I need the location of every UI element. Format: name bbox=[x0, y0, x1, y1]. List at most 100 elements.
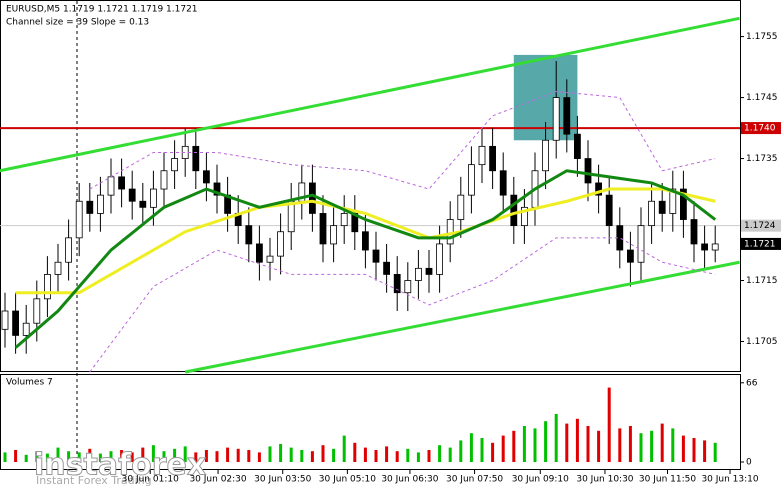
volume-bar bbox=[427, 450, 431, 462]
volume-bar bbox=[575, 418, 579, 462]
candle-body bbox=[97, 194, 104, 214]
candle-body bbox=[319, 213, 327, 245]
volume-bar bbox=[204, 450, 208, 462]
y-tick-label: 1.1735 bbox=[746, 154, 778, 164]
volume-bar bbox=[310, 451, 314, 462]
candle-body bbox=[595, 182, 602, 196]
volume-bar bbox=[681, 435, 685, 462]
x-tick-label: 30 Jun 13:10 bbox=[701, 475, 758, 485]
indicator-line bbox=[15, 187, 716, 295]
x-tick-label: 30 Jun 01:10 bbox=[122, 475, 179, 485]
volume-bar bbox=[3, 452, 7, 462]
volume-bar bbox=[565, 423, 569, 462]
level-badge bbox=[741, 219, 781, 232]
volume-bar bbox=[247, 450, 251, 462]
plot-layer bbox=[0, 16, 740, 462]
volume-bar bbox=[151, 445, 155, 462]
x-tick-label: 30 Jun 03:50 bbox=[254, 475, 311, 485]
volume-bar bbox=[660, 423, 664, 462]
x-tick-label: 30 Jun 10:30 bbox=[576, 475, 633, 485]
candle-body bbox=[44, 274, 51, 300]
candle-body bbox=[22, 322, 30, 336]
level-label: 1.1724 bbox=[744, 221, 776, 231]
volume-bar bbox=[77, 452, 81, 462]
volume-bar bbox=[332, 448, 336, 462]
volume-frame bbox=[0, 374, 741, 470]
candle-body bbox=[393, 274, 401, 294]
volume-bar bbox=[469, 433, 473, 462]
volume-bar bbox=[639, 433, 643, 462]
volume-bar bbox=[607, 387, 611, 462]
candle-body bbox=[255, 243, 263, 263]
y-tick-label: 1.1755 bbox=[746, 32, 778, 42]
candle-body bbox=[499, 170, 507, 196]
x-tick-label: 30 Jun 09:10 bbox=[512, 475, 569, 485]
volume-bar bbox=[628, 426, 632, 462]
candle-body bbox=[489, 145, 497, 172]
indicator-line bbox=[0, 16, 740, 173]
candle-body bbox=[436, 243, 444, 275]
volume-bar bbox=[88, 448, 92, 462]
candle-body bbox=[202, 170, 210, 184]
candle-body bbox=[287, 200, 295, 233]
volume-bar bbox=[480, 438, 484, 462]
indicator-line bbox=[89, 237, 716, 373]
volume-bar bbox=[406, 448, 410, 462]
volume-bar bbox=[289, 447, 293, 462]
candle-body bbox=[330, 225, 338, 245]
y-tick-label: 1.1745 bbox=[746, 93, 778, 103]
volume-bar bbox=[120, 450, 124, 462]
volume-bar bbox=[713, 442, 717, 462]
level-label: 1.1721 bbox=[744, 239, 776, 249]
candle-body bbox=[711, 243, 719, 251]
candle-body bbox=[128, 188, 136, 202]
volume-bar bbox=[300, 450, 304, 462]
level-label: 1.1740 bbox=[744, 124, 776, 134]
candle-body bbox=[277, 231, 285, 257]
volume-bar bbox=[279, 444, 283, 462]
volume-bar bbox=[650, 430, 654, 462]
volume-tick-label: 66 bbox=[746, 378, 758, 388]
volume-bar bbox=[353, 442, 357, 462]
indicator-line bbox=[89, 90, 716, 190]
candle-body bbox=[33, 298, 41, 324]
indicator-line bbox=[184, 260, 740, 374]
volume-bar bbox=[67, 451, 71, 462]
volume-bar bbox=[512, 430, 516, 462]
candle-body bbox=[680, 188, 687, 220]
volume-bar bbox=[618, 428, 622, 462]
candle-body bbox=[1, 310, 9, 330]
candle-body bbox=[521, 206, 528, 227]
candle-body bbox=[171, 158, 179, 172]
candle-body bbox=[648, 200, 655, 227]
candle-body bbox=[65, 237, 72, 263]
x-tick-label: 30 Jun 06:30 bbox=[381, 475, 438, 485]
volume-bar bbox=[448, 447, 452, 462]
volume-bar bbox=[321, 445, 325, 462]
volume-bar bbox=[374, 450, 378, 462]
candle-body bbox=[627, 249, 634, 263]
volume-bar bbox=[141, 447, 145, 462]
volume-bar bbox=[14, 450, 18, 462]
volume-bar bbox=[215, 451, 219, 462]
candle-body bbox=[213, 182, 221, 196]
volume-bar bbox=[522, 426, 526, 462]
candle-body bbox=[563, 97, 571, 135]
volume-bar bbox=[194, 452, 198, 462]
volume-bar bbox=[395, 451, 399, 462]
volume-bar bbox=[544, 421, 548, 462]
candle-body bbox=[552, 97, 560, 141]
candle-body bbox=[340, 213, 348, 227]
candle-body bbox=[361, 231, 369, 251]
volume-bar bbox=[109, 451, 113, 462]
candle-body bbox=[457, 194, 465, 220]
chart-subtitle: Channel size = 39 Slope = 0.13 bbox=[6, 18, 149, 28]
x-tick-label: 30 Jun 07:50 bbox=[446, 475, 503, 485]
volume-bar bbox=[459, 440, 463, 462]
candle-body bbox=[425, 267, 433, 275]
candle-body bbox=[160, 170, 168, 190]
candle-body bbox=[414, 267, 422, 281]
volume-bar bbox=[342, 435, 346, 462]
volume-bar bbox=[98, 453, 102, 462]
